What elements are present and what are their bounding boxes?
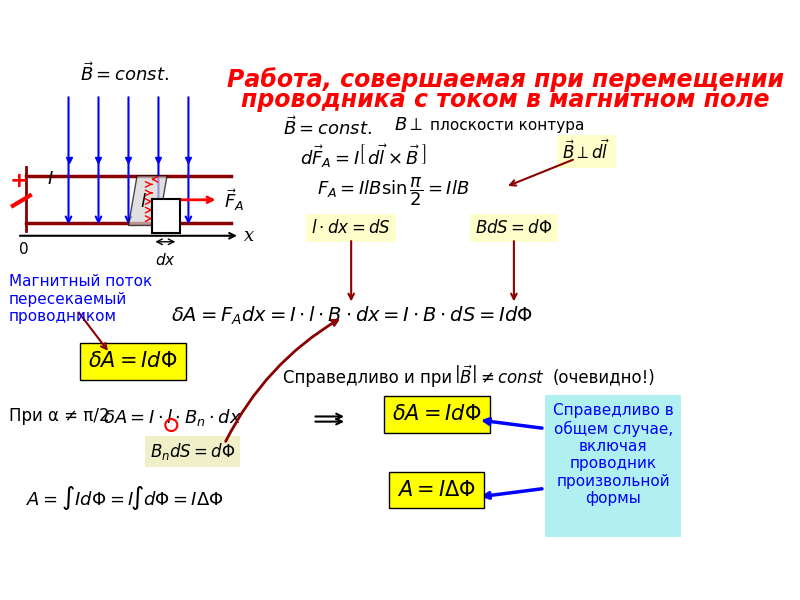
Text: $\delta A = Id\Phi$: $\delta A = Id\Phi$	[88, 352, 178, 371]
Text: $F_A = IlB\sin\dfrac{\pi}{2} = IlB$: $F_A = IlB\sin\dfrac{\pi}{2} = IlB$	[317, 176, 470, 208]
Text: $\delta A = F_A dx = I\cdot l\cdot B\cdot dx = I\cdot B\cdot dS = Id\Phi$: $\delta A = F_A dx = I\cdot l\cdot B\cdo…	[171, 304, 533, 326]
Text: $dx$: $dx$	[155, 252, 176, 268]
Text: $B\perp$: $B\perp$	[394, 116, 423, 134]
Text: 0: 0	[19, 242, 29, 257]
Text: $d\vec{F}_A = I\left[\,d\vec{l}\times\vec{B}\,\right]$: $d\vec{F}_A = I\left[\,d\vec{l}\times\ve…	[300, 142, 426, 169]
Text: проводника с током в магнитном поле: проводника с током в магнитном поле	[241, 88, 770, 112]
Text: Работа, совершаемая при перемещении: Работа, совершаемая при перемещении	[227, 67, 784, 92]
Text: $\vec{B} = const.$: $\vec{B} = const.$	[80, 62, 169, 85]
Text: $\vec{B} = const.$: $\vec{B} = const.$	[282, 116, 371, 139]
Text: $BdS = d\Phi$: $BdS = d\Phi$	[475, 218, 553, 236]
Text: $\delta A = I\cdot l\cdot B_n\cdot dx$: $\delta A = I\cdot l\cdot B_n\cdot dx$	[102, 407, 242, 428]
Polygon shape	[129, 176, 167, 226]
Text: плоскости контура: плоскости контура	[430, 118, 584, 133]
Bar	[153, 199, 180, 233]
Text: $\delta A = Id\Phi$: $\delta A = Id\Phi$	[392, 404, 482, 424]
Text: При α ≠ π/2: При α ≠ π/2	[9, 407, 109, 425]
Text: (очевидно!): (очевидно!)	[553, 368, 655, 386]
Text: $B_n dS = d\Phi$: $B_n dS = d\Phi$	[150, 442, 235, 463]
Text: $l$: $l$	[140, 193, 146, 211]
Text: $\vec{B}\perp d\vec{l}$: $\vec{B}\perp d\vec{l}$	[562, 140, 611, 163]
FancyBboxPatch shape	[545, 395, 681, 537]
Text: $l\cdot dx = dS$: $l\cdot dx = dS$	[311, 218, 391, 236]
Text: $\vec{F}_A$: $\vec{F}_A$	[225, 187, 245, 213]
Text: $I$: $I$	[47, 170, 54, 188]
Text: $\left|\vec{B}\right|\neq const$: $\left|\vec{B}\right|\neq const$	[454, 366, 545, 388]
Text: $A = I\Delta\Phi$: $A = I\Delta\Phi$	[398, 480, 476, 500]
Text: Справедливо в
общем случае,
включая
проводник
произвольной
формы: Справедливо в общем случае, включая пров…	[553, 403, 674, 506]
Text: +: +	[10, 171, 28, 191]
Text: Магнитный поток
пересекаемый
проводником: Магнитный поток пересекаемый проводником	[9, 274, 152, 324]
Text: x: x	[244, 227, 254, 245]
Text: $A = \int Id\Phi = I\!\int d\Phi = I\Delta\Phi$: $A = \int Id\Phi = I\!\int d\Phi = I\Del…	[26, 484, 223, 512]
Text: Справедливо и при: Справедливо и при	[282, 368, 452, 386]
